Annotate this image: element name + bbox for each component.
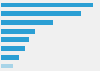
- Bar: [1, 20, 53, 25]
- Bar: [1, 37, 29, 42]
- Bar: [1, 55, 19, 60]
- Bar: [1, 3, 93, 7]
- Bar: [1, 64, 13, 68]
- Bar: [1, 11, 81, 16]
- Bar: [1, 46, 24, 51]
- Bar: [1, 29, 35, 34]
